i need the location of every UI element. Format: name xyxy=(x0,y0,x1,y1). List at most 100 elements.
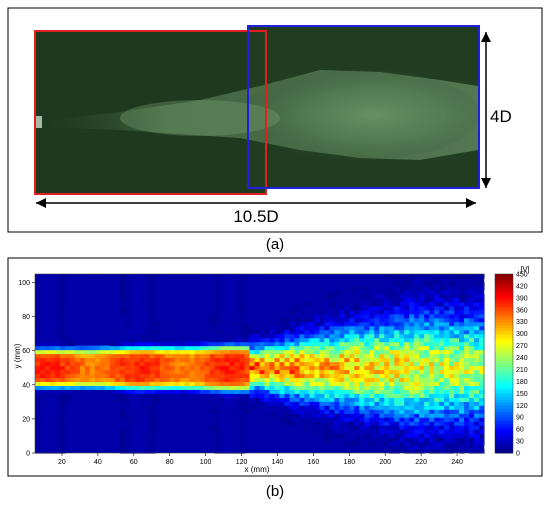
heatmap-cell xyxy=(414,301,420,307)
colorbar-segment xyxy=(495,420,513,424)
heatmap-cell xyxy=(54,433,61,438)
heatmap-cell xyxy=(389,429,395,434)
heatmap-cell xyxy=(35,441,41,446)
heatmap-cell xyxy=(99,365,106,371)
heatmap-cell xyxy=(389,325,395,331)
heatmap-cell xyxy=(339,301,345,307)
heatmap-cell xyxy=(254,365,261,371)
heatmap-cell xyxy=(414,381,420,386)
heatmap-cell xyxy=(54,413,61,418)
heatmap-cell xyxy=(439,433,445,438)
heatmap-cell xyxy=(379,381,385,386)
heatmap-cell xyxy=(219,441,226,446)
heatmap-cell xyxy=(204,361,211,367)
colorbar-segment xyxy=(495,381,513,385)
heatmap-cell xyxy=(44,385,51,390)
heatmap-cell xyxy=(344,373,350,379)
heatmap-cell xyxy=(389,441,395,446)
heatmap-cell xyxy=(49,281,56,287)
heatmap-cell xyxy=(44,425,51,430)
heatmap-cell xyxy=(374,293,380,299)
heatmap-cell xyxy=(74,385,81,390)
heatmap-cell xyxy=(424,385,430,390)
heatmap-cell xyxy=(429,425,435,430)
heatmap-cell xyxy=(189,365,196,371)
heatmap-cell xyxy=(35,337,41,343)
heatmap-cell xyxy=(459,309,465,315)
heatmap-cell xyxy=(409,429,415,434)
heatmap-cell xyxy=(44,325,51,331)
heatmap-cell xyxy=(129,341,136,347)
heatmap-cell xyxy=(444,313,450,319)
heatmap-cell xyxy=(464,377,470,382)
heatmap-cell xyxy=(39,405,46,410)
heatmap-cell xyxy=(449,433,455,438)
heatmap-cell xyxy=(264,349,271,355)
heatmap-cell xyxy=(209,369,216,375)
heatmap-cell xyxy=(59,297,66,303)
heatmap-cell xyxy=(119,385,126,390)
heatmap-cell xyxy=(464,373,470,379)
heatmap-cell xyxy=(254,381,261,386)
heatmap-cell xyxy=(164,389,171,394)
heatmap-cell xyxy=(124,349,131,355)
heatmap-cell xyxy=(324,385,330,390)
heatmap-cell xyxy=(329,373,335,379)
heatmap-cell xyxy=(439,297,445,303)
heatmap-cell xyxy=(239,429,246,434)
heatmap-cell xyxy=(389,301,395,307)
heatmap-cell xyxy=(129,421,136,426)
heatmap-cell xyxy=(319,321,325,327)
heatmap-cell xyxy=(149,425,156,430)
heatmap-cell xyxy=(269,337,276,343)
heatmap-cell xyxy=(84,349,91,355)
heatmap-cell xyxy=(89,353,96,359)
heatmap-cell xyxy=(469,417,475,422)
heatmap-cell xyxy=(39,441,46,446)
heatmap-cell xyxy=(369,441,375,446)
heatmap-cell xyxy=(229,277,236,283)
heatmap-cell xyxy=(289,377,296,382)
heatmap-cell xyxy=(429,313,435,319)
heatmap-cell xyxy=(439,409,445,414)
heatmap-cell xyxy=(349,409,355,414)
heatmap-cell xyxy=(209,361,216,367)
heatmap-cell xyxy=(284,377,291,382)
heatmap-cell xyxy=(169,349,176,355)
heatmap-cell xyxy=(134,285,141,291)
heatmap-cell xyxy=(349,305,355,311)
heatmap-cell xyxy=(404,365,410,371)
heatmap-cell xyxy=(279,401,286,406)
heatmap-cell xyxy=(424,353,430,359)
heatmap-cell xyxy=(394,301,400,307)
heatmap-cell xyxy=(239,293,246,299)
heatmap-cell xyxy=(294,305,301,311)
heatmap-cell xyxy=(129,293,136,299)
heatmap-cell xyxy=(304,345,310,351)
heatmap-cell xyxy=(284,317,291,323)
heatmap-cell xyxy=(239,313,246,319)
heatmap-cell xyxy=(479,409,485,414)
heatmap-cell xyxy=(179,377,186,382)
heatmap-cell xyxy=(59,405,66,410)
heatmap-cell xyxy=(394,317,400,323)
heatmap-cell xyxy=(159,385,166,390)
heatmap-cell xyxy=(239,341,246,347)
heatmap-cell xyxy=(324,373,330,379)
heatmap-cell xyxy=(79,381,86,386)
heatmap-cell xyxy=(139,381,146,386)
heatmap-cell xyxy=(444,329,450,335)
heatmap-cell xyxy=(39,277,46,283)
heatmap-cell xyxy=(444,389,450,394)
heatmap-cell xyxy=(334,345,340,351)
heatmap-cell xyxy=(384,293,390,299)
heatmap-cell xyxy=(284,401,291,406)
heatmap-cell xyxy=(379,305,385,311)
heatmap-cell xyxy=(209,321,216,327)
heatmap-cell xyxy=(454,337,460,343)
heatmap-cell xyxy=(364,393,370,398)
heatmap-cell xyxy=(254,397,261,402)
heatmap-cell xyxy=(444,445,450,450)
heatmap-cell xyxy=(259,381,266,386)
heatmap-cell xyxy=(394,417,400,422)
